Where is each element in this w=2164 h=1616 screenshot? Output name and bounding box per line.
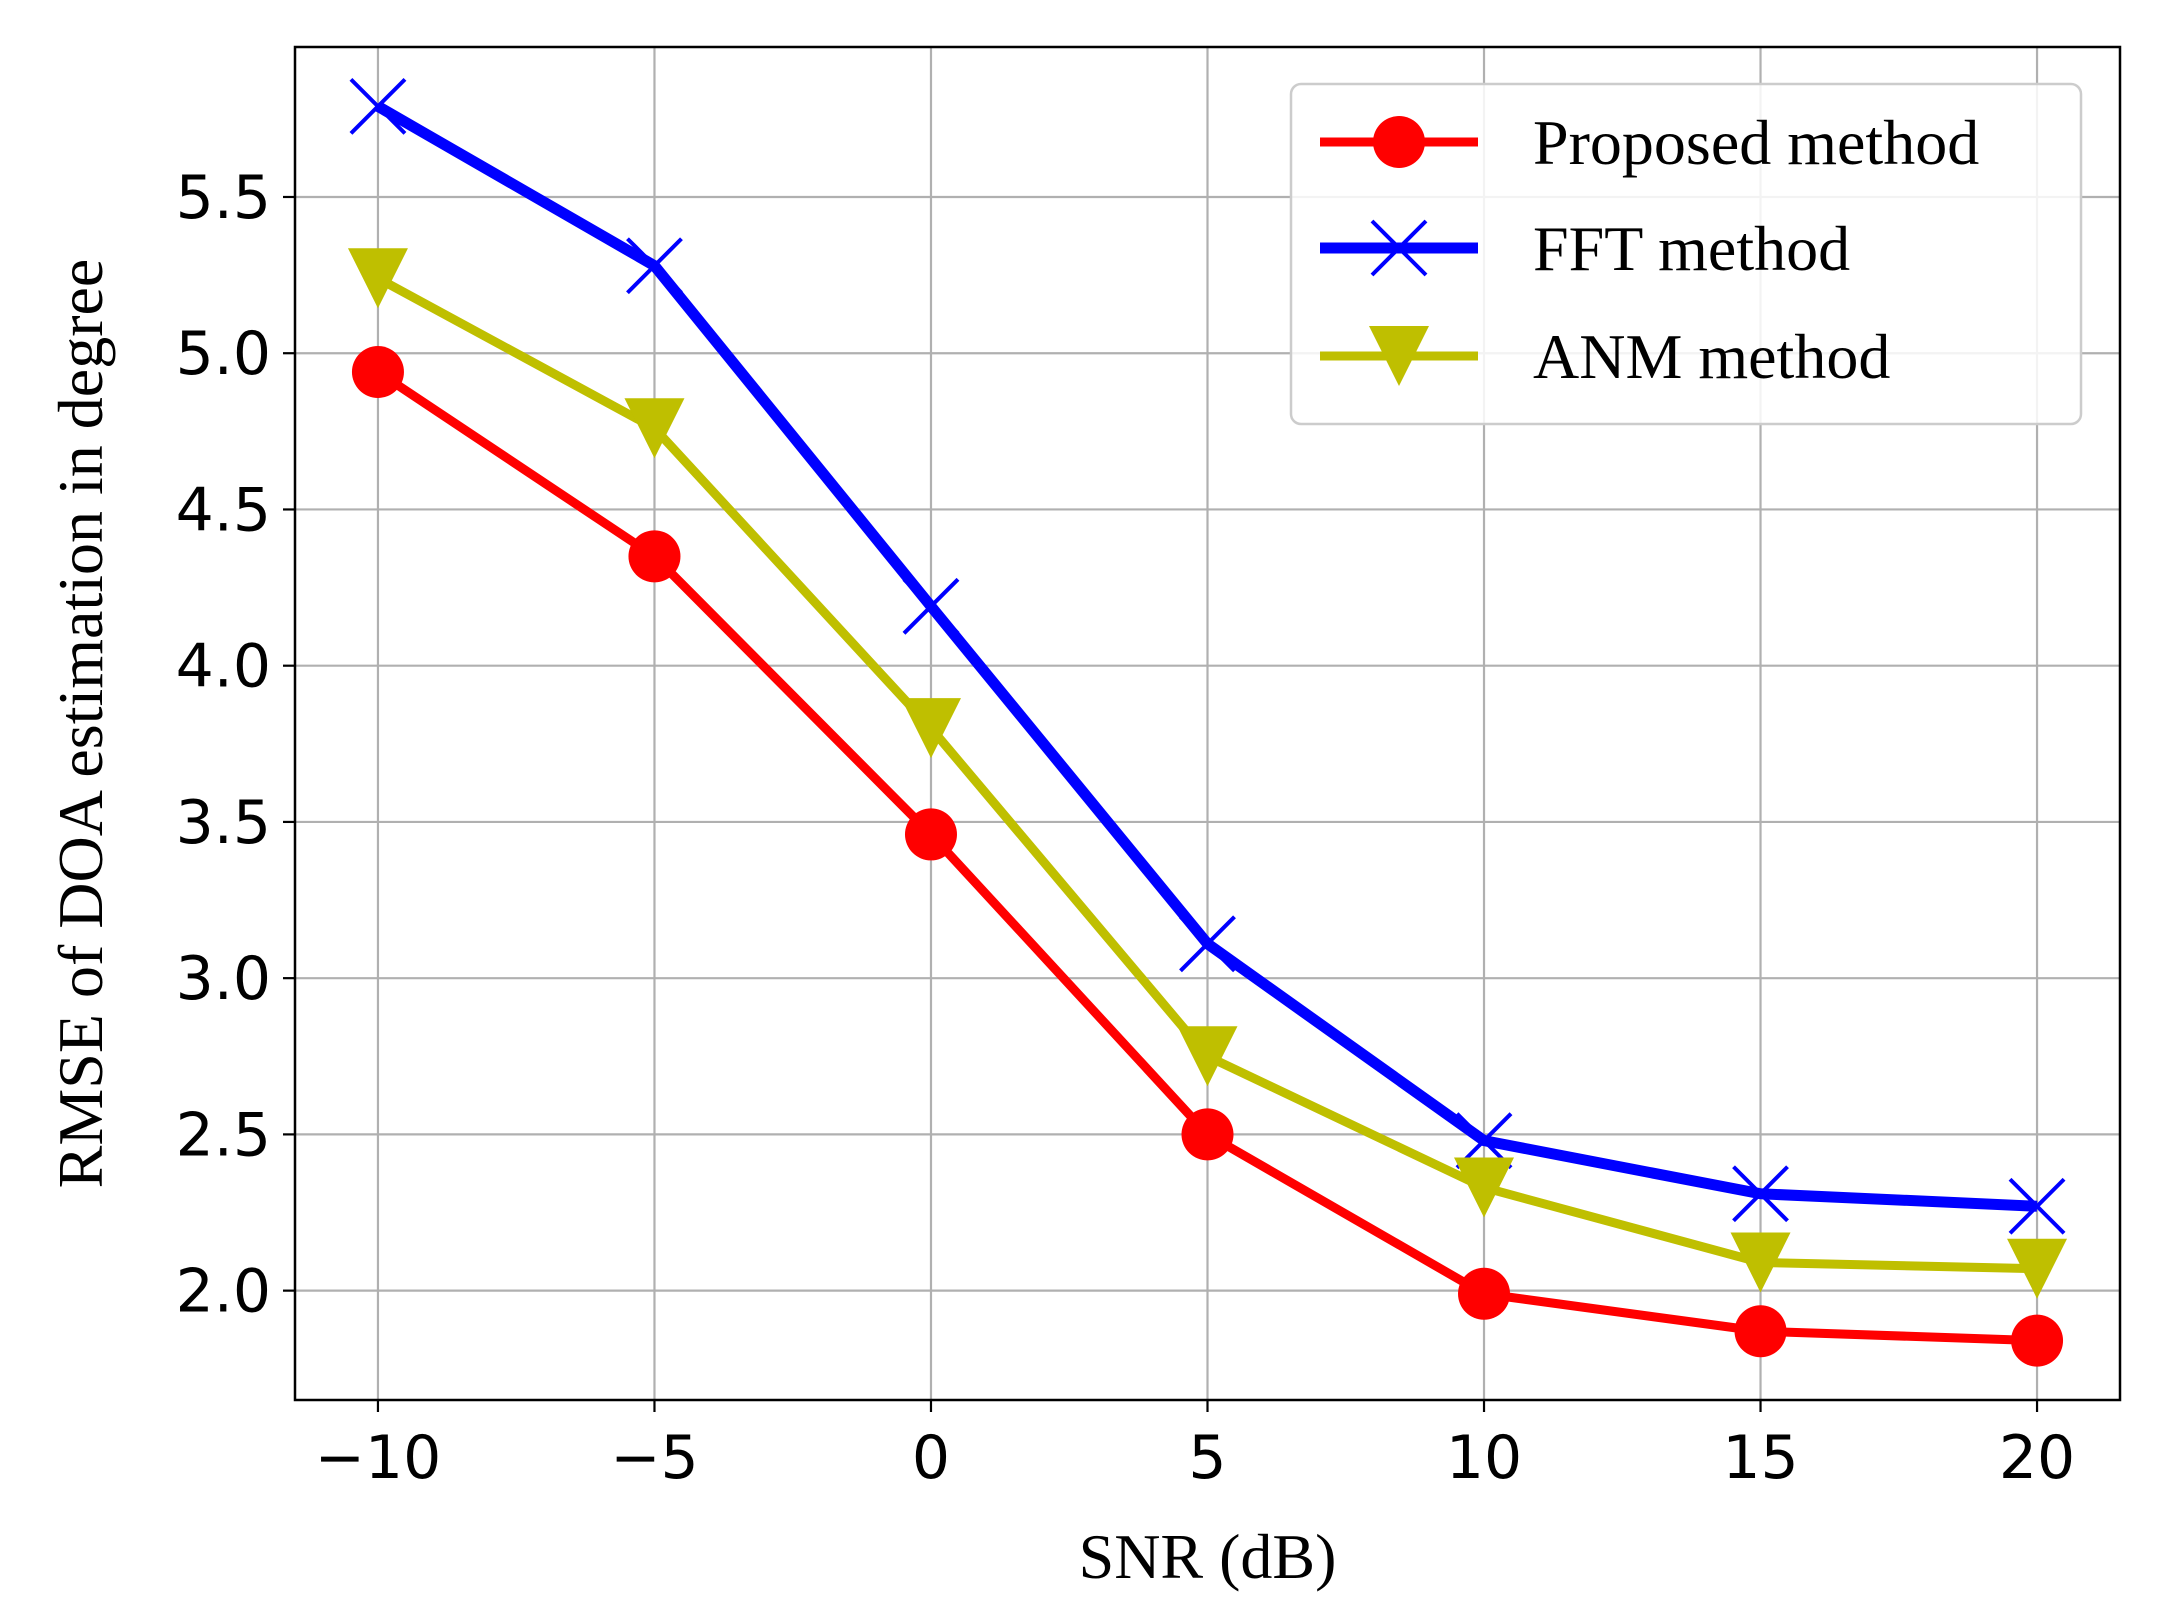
x-tick-label: −5 [610, 1423, 698, 1493]
legend-box [1289, 82, 2083, 426]
x-tick-label: 5 [1188, 1423, 1226, 1493]
axis-ticks: −10 −5 0 5 10 15 20 2.0 2.5 3.0 3.5 4.0 4.5 5.0 5.5 [176, 163, 2076, 1493]
data-point [628, 530, 681, 583]
x-tick-label: −10 [315, 1423, 442, 1493]
legend-label: FFT method [1533, 213, 1850, 284]
x-axis-label: SNR (dB) [1079, 1521, 1337, 1592]
data-point [904, 808, 957, 861]
data-point [1732, 1165, 1789, 1223]
legend-entry: FFT method [1320, 213, 1850, 284]
y-tick-label: 5.0 [176, 319, 271, 389]
y-tick-label: 2.0 [176, 1257, 271, 1327]
data-point [349, 77, 407, 135]
data-point [1734, 1305, 1787, 1358]
y-tick-label: 2.5 [176, 1100, 271, 1170]
data-point [900, 698, 961, 759]
x-tick-label: 10 [1446, 1423, 1522, 1493]
legend-label: ANM method [1533, 321, 1890, 392]
y-tick-label: 4.5 [176, 475, 271, 545]
grid-lines [295, 47, 2120, 1400]
data-point [1458, 1267, 1511, 1320]
x-tick-label: 20 [1999, 1423, 2075, 1493]
y-tick-label: 4.0 [176, 632, 271, 702]
data-point [2007, 1238, 2068, 1299]
data-point [1181, 1108, 1234, 1161]
legend-label: Proposed method [1533, 107, 1979, 178]
data-point [626, 237, 683, 295]
data-point [2008, 1177, 2066, 1235]
series-proposed-method [351, 345, 2064, 1367]
data-point [351, 345, 404, 398]
y-tick-label: 3.0 [176, 944, 271, 1014]
legend-marker [1373, 116, 1425, 168]
series-layer [347, 77, 2068, 1367]
legend-marker [1370, 219, 1428, 277]
legend-marker [1369, 326, 1429, 386]
data-point [1454, 1157, 1515, 1218]
series-anm-method [347, 248, 2068, 1299]
data-point [1730, 1232, 1791, 1293]
x-tick-label: 15 [1722, 1423, 1798, 1493]
legend: Proposed method FFT method ANM method [1289, 82, 2083, 426]
y-tick-label: 3.5 [176, 788, 271, 858]
data-point [347, 248, 408, 309]
data-point [902, 577, 960, 635]
data-point [624, 398, 685, 459]
x-tick-label: 0 [912, 1423, 950, 1493]
y-tick-label: 5.5 [176, 163, 271, 233]
legend-entry: ANM method [1320, 321, 1890, 392]
data-point [2011, 1314, 2064, 1367]
data-point [1179, 915, 1236, 973]
y-axis-label: RMSE of DOA estimation in degree [45, 259, 116, 1189]
legend-entry: Proposed method [1320, 107, 1979, 178]
data-point [1177, 1026, 1238, 1087]
